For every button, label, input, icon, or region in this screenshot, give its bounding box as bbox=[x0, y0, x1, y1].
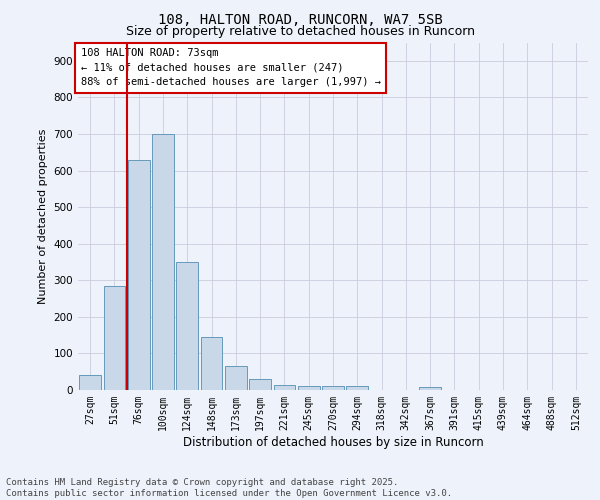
Bar bbox=[322, 386, 344, 390]
Text: 108, HALTON ROAD, RUNCORN, WA7 5SB: 108, HALTON ROAD, RUNCORN, WA7 5SB bbox=[158, 12, 442, 26]
Bar bbox=[298, 386, 320, 390]
Bar bbox=[249, 379, 271, 390]
Text: Contains HM Land Registry data © Crown copyright and database right 2025.
Contai: Contains HM Land Registry data © Crown c… bbox=[6, 478, 452, 498]
Bar bbox=[152, 134, 174, 390]
Bar bbox=[104, 286, 125, 390]
Bar bbox=[176, 262, 198, 390]
Bar bbox=[274, 384, 295, 390]
X-axis label: Distribution of detached houses by size in Runcorn: Distribution of detached houses by size … bbox=[182, 436, 484, 448]
Bar bbox=[225, 366, 247, 390]
Y-axis label: Number of detached properties: Number of detached properties bbox=[38, 128, 48, 304]
Bar bbox=[419, 387, 441, 390]
Text: 108 HALTON ROAD: 73sqm
← 11% of detached houses are smaller (247)
88% of semi-de: 108 HALTON ROAD: 73sqm ← 11% of detached… bbox=[80, 48, 380, 88]
Bar bbox=[79, 374, 101, 390]
Bar bbox=[128, 160, 149, 390]
Bar bbox=[200, 337, 223, 390]
Bar bbox=[346, 386, 368, 390]
Text: Size of property relative to detached houses in Runcorn: Size of property relative to detached ho… bbox=[125, 25, 475, 38]
